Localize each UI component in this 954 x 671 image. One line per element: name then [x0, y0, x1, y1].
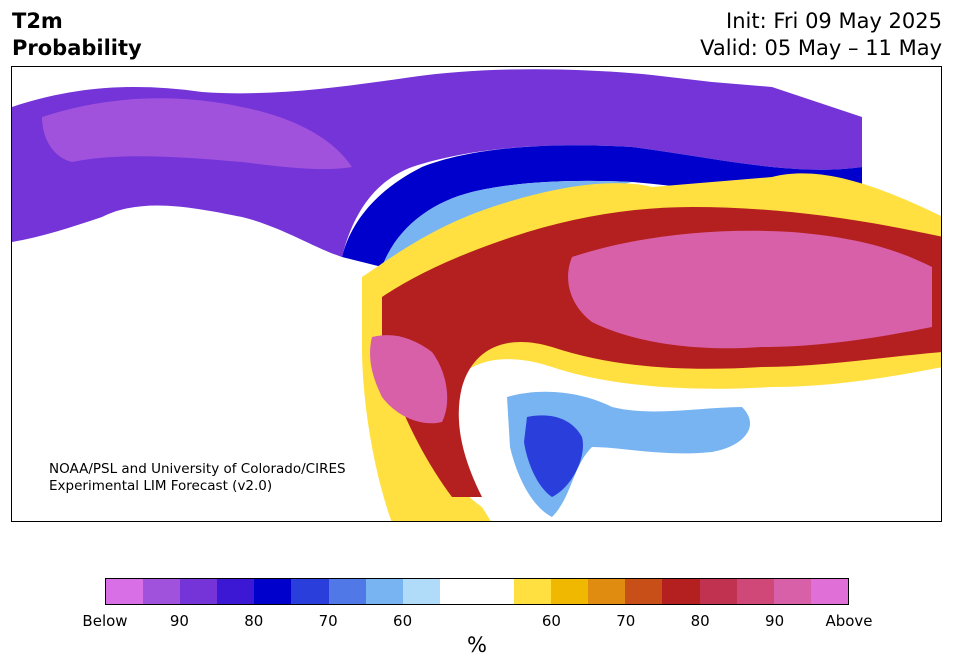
- colorbar-segment: [699, 579, 737, 604]
- colorbar-segment: [217, 579, 255, 604]
- credit-text: NOAA/PSL and University of Colorado/CIRE…: [49, 461, 346, 495]
- colorbar-segment: [551, 579, 589, 604]
- colorbar: [105, 578, 849, 605]
- colorbar-tick-label: 90: [765, 612, 785, 630]
- colorbar-segment: [180, 579, 218, 604]
- init-date: Init: Fri 09 May 2025: [726, 9, 942, 33]
- credit-line-1: NOAA/PSL and University of Colorado/CIRE…: [49, 461, 346, 477]
- colorbar-segment: [773, 579, 811, 604]
- measure-label: Probability: [12, 36, 142, 60]
- region-deep-below-south: [524, 415, 583, 497]
- date-info: Init: Fri 09 May 2025 Valid: 05 May – 11…: [700, 8, 942, 62]
- chart-title: T2m Probability: [12, 8, 142, 62]
- forecast-map: [11, 66, 942, 522]
- colorbar-segment: [588, 579, 626, 604]
- colorbar-segment: [328, 579, 366, 604]
- colorbar-segment: [810, 579, 848, 604]
- colorbar-segment: [439, 579, 477, 604]
- colorbar-tick-label: 70: [318, 612, 338, 630]
- region-light-blue-canada: [382, 180, 632, 267]
- variable-label: T2m: [12, 9, 63, 33]
- colorbar-segment: [106, 579, 144, 604]
- region-strong-above: [568, 230, 932, 349]
- colorbar-segment: [291, 579, 329, 604]
- credit-line-2: Experimental LIM Forecast (v2.0): [49, 478, 273, 494]
- colorbar-tick-label: 60: [393, 612, 413, 630]
- valid-range: Valid: 05 May – 11 May: [700, 36, 942, 60]
- colorbar-tick-label: 60: [541, 612, 561, 630]
- colorbar-segment: [662, 579, 700, 604]
- colorbar-segment: [402, 579, 440, 604]
- colorbar-tick-label: Below: [82, 612, 128, 630]
- map-svg: [12, 69, 941, 521]
- colorbar-segment: [476, 579, 515, 604]
- region-light-purple-alaska: [42, 98, 352, 170]
- colorbar-segment: [365, 579, 403, 604]
- colorbar-segment: [625, 579, 663, 604]
- colorbar-segment: [143, 579, 181, 604]
- region-blue-canada: [342, 145, 862, 267]
- colorbar-segment: [514, 579, 552, 604]
- colorbar-tick-label: 70: [616, 612, 636, 630]
- colorbar-tick-label: 90: [169, 612, 189, 630]
- colorbar-segment: [736, 579, 774, 604]
- colorbar-tick-label: Above: [825, 612, 873, 630]
- region-strong-above-west: [370, 335, 448, 424]
- colorbar-tick-label: 80: [690, 612, 710, 630]
- colorbar-unit: %: [467, 633, 487, 657]
- colorbar-tick-label: 80: [244, 612, 264, 630]
- colorbar-segment: [254, 579, 292, 604]
